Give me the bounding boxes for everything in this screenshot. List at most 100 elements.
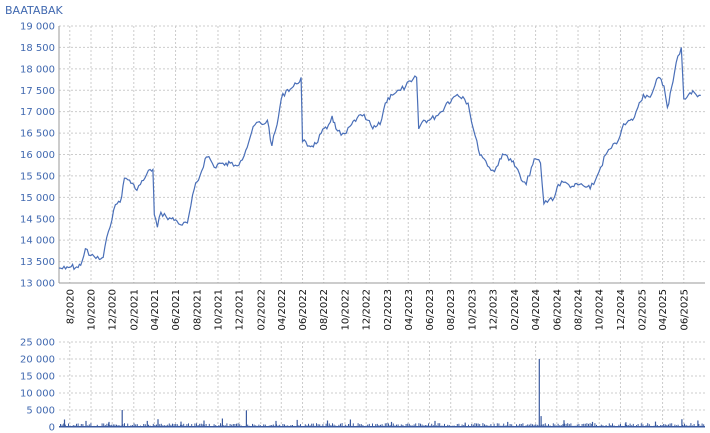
x-tick-label: 08/2023: [446, 289, 457, 331]
volume-bar-noise: [703, 424, 705, 427]
volume-bar-noise: [341, 423, 343, 427]
volume-bar-noise: [114, 424, 116, 427]
volume-bar-noise: [375, 424, 377, 427]
price-y-axis: 13 000 13 500 14 000 14 500 15 000 15 500 16 0…: [20, 22, 55, 290]
volume-bar: [108, 421, 110, 427]
volume-bar-noise: [637, 424, 639, 427]
x-tick-label: 04/2024: [531, 289, 542, 331]
volume-bar-noise: [247, 424, 249, 427]
volume-bar-noise: [388, 423, 389, 427]
volume-y-tick-label: 20 000: [20, 355, 55, 366]
volume-bar-noise: [685, 424, 687, 427]
volume-bar-noise: [472, 424, 474, 427]
price-x-axis: 8/2020 10/2020 12/2020 02/2021 04/2021 06/202…: [65, 289, 690, 331]
volume-bar-noise: [648, 424, 650, 427]
volume-bar-noise: [490, 424, 492, 427]
price-y-tick-label: 14 500: [20, 214, 55, 225]
volume-grid: [59, 341, 705, 428]
volume-bar-noise: [632, 423, 634, 427]
x-tick-label: 10/2021: [213, 289, 224, 331]
volume-bar-noise: [642, 424, 644, 427]
volume-bar-noise: [352, 423, 354, 427]
volume-bar-noise: [668, 424, 669, 427]
x-tick-label: 06/2025: [679, 289, 690, 331]
volume-bar-noise: [312, 423, 314, 427]
volume-y-tick-label: 15 000: [20, 372, 55, 383]
price-y-tick-label: 17 000: [20, 107, 55, 118]
volume-bar: [625, 422, 627, 427]
volume-bar-noise: [562, 424, 564, 427]
volume-bar-noise: [167, 424, 169, 427]
volume-bar: [296, 419, 298, 427]
volume-bar: [121, 410, 123, 427]
price-y-tick-label: 15 000: [20, 193, 55, 204]
x-tick-label: 10/2023: [467, 289, 478, 331]
volume-bar-noise: [701, 423, 703, 427]
volume-bar-noise: [308, 423, 309, 427]
volume-bar-noise: [232, 424, 234, 427]
volume-bar-noise: [348, 424, 349, 427]
x-tick-label: 12/2021: [235, 289, 246, 331]
volume-bar-noise: [516, 424, 517, 427]
volume-bar-noise: [570, 423, 572, 427]
volume-bar-noise: [407, 423, 409, 427]
volume-bar-noise: [357, 423, 359, 427]
volume-bar-noise: [381, 424, 383, 427]
volume-bar-noise: [418, 423, 420, 427]
volume-bar-noise: [600, 424, 602, 427]
price-y-tick-label: 17 500: [20, 86, 55, 97]
volume-bar-noise: [392, 423, 394, 427]
volume-bar-noise: [63, 423, 65, 427]
volume-bar-noise: [588, 423, 589, 427]
volume-bar-noise: [234, 424, 236, 427]
volume-bar-noise: [112, 424, 114, 427]
volume-bar-noise: [300, 424, 301, 427]
volume-bar-noise: [103, 423, 105, 427]
volume-bar-noise: [476, 423, 477, 427]
volume-bar-noise: [196, 423, 197, 427]
volume-bar-noise: [332, 423, 333, 427]
volume-bar-noise: [520, 424, 522, 427]
volume-bar-noise: [372, 423, 373, 427]
volume-bar: [63, 419, 66, 427]
volume-bar: [157, 419, 159, 427]
volume-bar-noise: [199, 423, 201, 427]
volume-bars: [60, 359, 705, 427]
volume-bar-noise: [485, 424, 487, 427]
volume-bar-noise: [61, 424, 63, 427]
volume-bar-noise: [591, 423, 593, 427]
volume-bar-noise: [663, 424, 665, 427]
volume-bar-noise: [568, 424, 570, 427]
volume-bar: [221, 418, 223, 427]
volume-bar-noise: [116, 424, 117, 427]
volume-bar-noise: [60, 424, 61, 427]
volume-bar-noise: [124, 423, 125, 427]
volume-bar-noise: [698, 424, 700, 427]
volume-bar-noise: [548, 424, 549, 427]
volume-bar-noise: [408, 423, 410, 427]
volume-bar-noise: [152, 423, 154, 427]
price-y-tick-label: 19 000: [20, 22, 55, 33]
volume-bar-noise: [402, 424, 404, 427]
volume-bar-noise: [474, 423, 476, 427]
volume-bar-noise: [239, 424, 241, 427]
volume-bar-noise: [272, 424, 274, 427]
x-tick-label: 02/2023: [383, 289, 394, 331]
volume-bar-noise: [396, 424, 397, 427]
volume-bar-noise: [80, 424, 82, 427]
volume-bar-noise: [629, 423, 631, 427]
volume-bar-noise: [64, 424, 66, 427]
volume-bar-noise: [380, 424, 381, 427]
x-tick-label: 12/2022: [362, 289, 373, 331]
volume-bar-noise: [420, 423, 421, 427]
volume-bar-noise: [552, 423, 554, 427]
volume-bar-noise: [567, 423, 569, 427]
volume-bar-noise: [511, 424, 513, 427]
volume-bar-noise: [693, 424, 695, 427]
volume-bar: [275, 420, 277, 427]
volume-bar-noise: [690, 423, 692, 427]
volume-y-tick-label: 0: [49, 423, 55, 433]
volume-bar-noise: [461, 424, 463, 427]
volume-bar-noise: [608, 423, 610, 427]
price-y-tick-label: 14 000: [20, 236, 55, 247]
